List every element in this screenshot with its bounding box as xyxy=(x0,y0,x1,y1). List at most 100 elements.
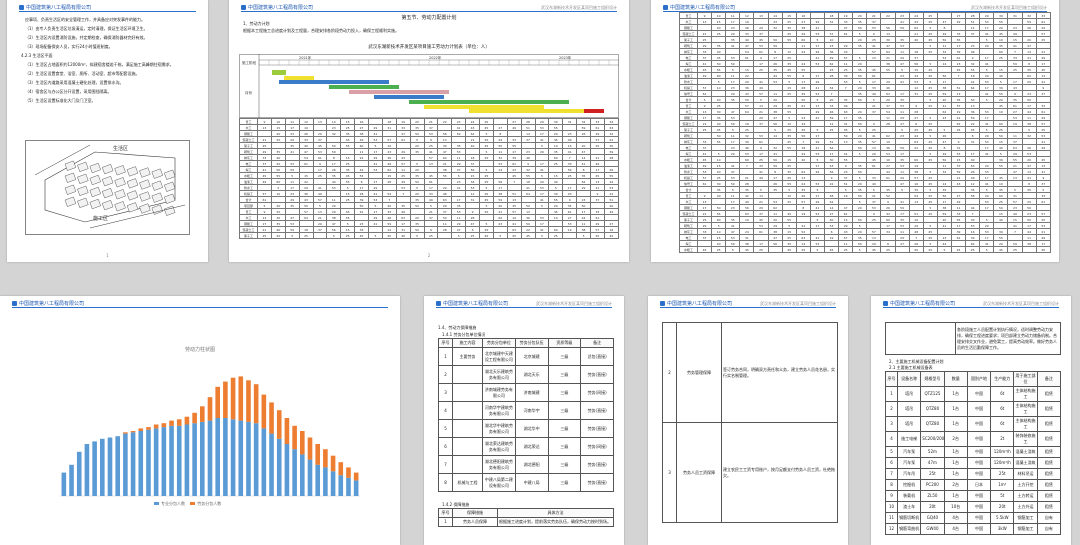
bar-series-1 xyxy=(238,420,244,496)
bar-series-1 xyxy=(123,433,128,496)
intro-text: 根据本工程施工总进度计划及工程量，合理安排各阶段劳动力投入，确保工程顺利实施。 xyxy=(243,28,399,33)
page-header: 中国建筑第八工程局有限公司 武汉东湖新技术开发区某项目施工组织设计 xyxy=(241,4,617,12)
site-plan-drawing: 生活区 施工区 xyxy=(25,140,190,235)
paragraph-line: （1）生活区占地面积约12000m²，拟建宿舍楼若干栋，满足施工高峰期住宿需求。 xyxy=(25,62,174,67)
bar-series-1 xyxy=(115,436,120,496)
company-logo: 中国建筑第八工程局有限公司 xyxy=(241,4,313,11)
bar-series-1 xyxy=(223,418,228,496)
labor-table: 普工 9 10 11 12 13 14 15 16 18 19 20 21 22 23 24 25 27 28 29 3… xyxy=(239,118,620,239)
paragraph-line: 应事项、负责生活区的安全管理工作，并具备应对突发事件的能力。 xyxy=(25,17,145,22)
bar-series-1 xyxy=(138,431,144,496)
table-row: 3 济南城建劳务有限公司 济南城建 三级 劳务(间接) xyxy=(438,383,614,402)
bar-series-2 xyxy=(284,418,290,444)
bar-series-2 xyxy=(246,380,251,422)
table-row: 11 钢筋切断机 GQ40 4台 中国 5.5kW 钢筋加工 自有 xyxy=(885,512,1062,524)
bar-series-1 xyxy=(269,433,274,496)
project-name: 武汉东湖新技术开发区某项目施工组织设计 xyxy=(983,301,1059,306)
bar-series-2 xyxy=(353,472,359,481)
table-row: 抹灰工 33 40 54 61 8 15 22 29 36 43 57 64 11 18 25 32 39 46 60… xyxy=(239,154,620,161)
document-page-1: 中国建筑第八工程局有限公司 应事项、负责生活区的安全管理工作，并具备应对突发事件… xyxy=(7,0,208,262)
labor-table-continued: 普工 9 10 11 12 13 14 15 16 18 19 20 21 22 23 24 25 27 28 29 3… xyxy=(679,12,1052,253)
map-label-living: 生活区 xyxy=(113,145,128,152)
bar-series-2 xyxy=(153,424,159,429)
table-row: 7 汽车吊 25t 1台 中国 25t 材料吊运 租赁 xyxy=(885,468,1062,480)
paragraph-line: （1）由专人负责生活区垃圾清运，定时清理，保证生活区环境卫生。 xyxy=(25,26,148,31)
document-page-3: 中国建筑第八工程局有限公司 武汉东湖新技术开发区某项目施工组织设计 普工 9 10 1… xyxy=(651,0,1059,262)
bar-series-1 xyxy=(146,429,151,496)
table-row: 1 主要劳务 北京城建中天建设工程有限公司 北京城建 三级 总包(直接) xyxy=(438,347,614,366)
page-header: 中国建筑第八工程局有限公司 武汉东湖新技术开发区某项目施工组织设计 xyxy=(660,300,836,308)
bar-series-1 xyxy=(338,475,344,496)
table-row: 机操工 57 10 23 36 49 15 28 41 54 7 20 33 46 12 25 38 51 64 17… xyxy=(679,84,1052,91)
table-row: 1 塔吊 QTZ125 1台 中国 6t 主体结构施工 租赁 xyxy=(885,386,1062,402)
table-row: 5 汽车泵 52m 1台 中国 120m³/h 混凝土浇筑 租赁 xyxy=(885,446,1062,458)
bar-series-1 xyxy=(100,438,105,496)
document-page-6: 中国建筑第八工程局有限公司 武汉东湖新技术开发区某项目施工组织设计 2 劳务管理保… xyxy=(648,296,848,545)
bar-series-2 xyxy=(176,419,182,426)
bar-series-1 xyxy=(284,444,290,496)
bar-series-1 xyxy=(176,425,182,496)
bar-series-1 xyxy=(107,437,113,496)
paragraph-line: （5）生活区设置标准化大门及门卫室。 xyxy=(25,98,96,103)
bar-series-1 xyxy=(92,441,97,496)
bar-series-2 xyxy=(315,444,320,465)
table-row: 水暖工 45 25 5 45 25 45 25 5 45 25 5 45 25 45 25 5 45 25 5 45 25… xyxy=(679,246,1052,253)
bar-series-1 xyxy=(153,428,159,496)
table-row: 防水工 5 17 29 41 53 5 17 29 53 5 17 29 41 53 5 17 41 53 5 17 29… xyxy=(239,184,620,191)
bar-series-1 xyxy=(184,424,190,496)
chart-legend: 专业分包人数 劳务分包人数 xyxy=(150,501,221,507)
table-caption: 1.4.1 劳务分包单位情况 xyxy=(442,332,486,337)
company-logo: 中国建筑第八工程局有限公司 xyxy=(19,4,91,11)
labor-bar-chart xyxy=(60,376,360,497)
bar-series-2 xyxy=(184,416,190,425)
table-row: 抹灰工 33 40 54 61 8 15 22 29 36 43 57 64 11 18 25 32 39 46 60… xyxy=(679,48,1052,55)
project-name: 武汉东湖新技术开发区某项目施工组织设计 xyxy=(536,301,612,306)
bar-series-2 xyxy=(192,412,197,424)
table-row: 3 塔吊 QTZ80 1台 中国 6t 主体结构施工 租赁 xyxy=(885,416,1062,432)
subsection-title: 1、劳动力计划 xyxy=(243,21,270,26)
table-row: 混凝土工 21 25 29 33 37 45 49 53 57 61 5 9 13 21 25 29 33 37 41… xyxy=(679,30,1052,37)
project-name: 武汉东湖新技术开发区某项目施工组织设计 xyxy=(760,301,836,306)
table-row: 2 塔吊 QTZ80 1台 中国 6t 主体结构施工 租赁 xyxy=(885,401,1062,417)
paragraph-line: （2）生活区设置食堂、浴室、厕所、活动室、超市等配套设施。 xyxy=(25,71,140,76)
bar-series-2 xyxy=(300,431,305,455)
measures-table-continued: 2 劳务管理保障 签订劳务合同，明确双方责任和义务，建立劳务人员花名册，实行实名制管… xyxy=(662,322,838,523)
page-header: 中国建筑第八工程局有限公司 武汉东湖新技术开发区某项目施工组织设计 xyxy=(436,300,612,308)
bar-series-2 xyxy=(207,397,213,421)
page-header: 中国建筑第八工程局有限公司 xyxy=(19,4,196,12)
paragraph-line: （2）生活区内设置消防设施，并定期检查，确保消防器材完好有效。 xyxy=(25,35,148,40)
table-row: 水暖工 45 55 5 15 25 35 45 55 15 25 35 45 55 5 15 25 45 55 5 15… xyxy=(239,172,620,179)
table-row: 4 施工电梯 SC200/200 2台 中国 2t 装饰装修施工 租赁 xyxy=(885,431,1062,447)
bar-series-2 xyxy=(215,386,220,418)
bar-series-1 xyxy=(200,421,205,496)
bar-series-2 xyxy=(238,376,244,421)
page-header: 中国建筑第八工程局有限公司 xyxy=(12,300,388,308)
bar-series-2 xyxy=(223,381,228,418)
bar-series-2 xyxy=(161,423,167,428)
table-row: 焊工 20 59 38 17 56 35 14 53 11 50 29 8 47 26 5 44 62 41 20 59… xyxy=(679,240,1052,247)
bar-series-2 xyxy=(230,377,236,420)
table-row: 钢筋工 17 35 53 29 47 5 23 41 59 17 35 11 29 47 5 23 41 59 17 5… xyxy=(239,220,620,227)
section-title: 第五节、劳动力配置计划 xyxy=(401,15,457,21)
bar-series-2 xyxy=(323,449,328,468)
table-row: 砌筑工 29 35 41 47 53 59 11 17 23 29 35 41 47 53 5 11 17 23 29… xyxy=(239,148,620,155)
bar-series-2 xyxy=(130,431,136,433)
bar-series-2 xyxy=(123,432,128,434)
table-row: 12 钢筋弯曲机 GW40 4台 中国 3kW 钢筋加工 自有 xyxy=(885,523,1062,535)
chart-title: 劳动力柱状图 xyxy=(184,347,215,353)
table-row: 钢筋工 20 23 26 29 32 35 38 41 47 50 53 56 59 62 5 8 14 17 20 2… xyxy=(679,24,1052,31)
bar-series-1 xyxy=(207,420,213,496)
paragraph-line: （3）生活区内道路采用混凝土硬化处理，设置排水沟。 xyxy=(25,80,124,85)
company-logo: 中国建筑第八工程局有限公司 xyxy=(660,300,732,307)
bar-series-1 xyxy=(323,467,328,496)
table-row: 架子工 25 60 35 10 45 20 55 5 40 15 50 25 60 35 10 20 55 30 5 4… xyxy=(679,216,1052,223)
company-logo: 中国建筑第八工程局有限公司 xyxy=(883,300,955,307)
bar-series-1 xyxy=(315,464,320,496)
schedule-title: 武汉东湖新技术开发区某项目施工劳动力计划表（单位：人） xyxy=(368,45,490,50)
table-caption: 2、主要施工机械设备配置计划 xyxy=(889,359,944,364)
bar-series-1 xyxy=(69,464,74,496)
equipment-table: 序号 设备名称 规格型号 数量 国别产地 生产能力 用于施工部位 备注 1 塔吊 QTZ125 1台中… xyxy=(885,371,1062,535)
table-caption-2: 2.1 主要施工机械设备表 xyxy=(889,365,933,370)
bar-series-1 xyxy=(330,471,336,496)
table-row: 机操工 57 10 23 36 49 15 28 41 54 7 20 33 46 12 25 38 51 64 17… xyxy=(239,190,620,197)
